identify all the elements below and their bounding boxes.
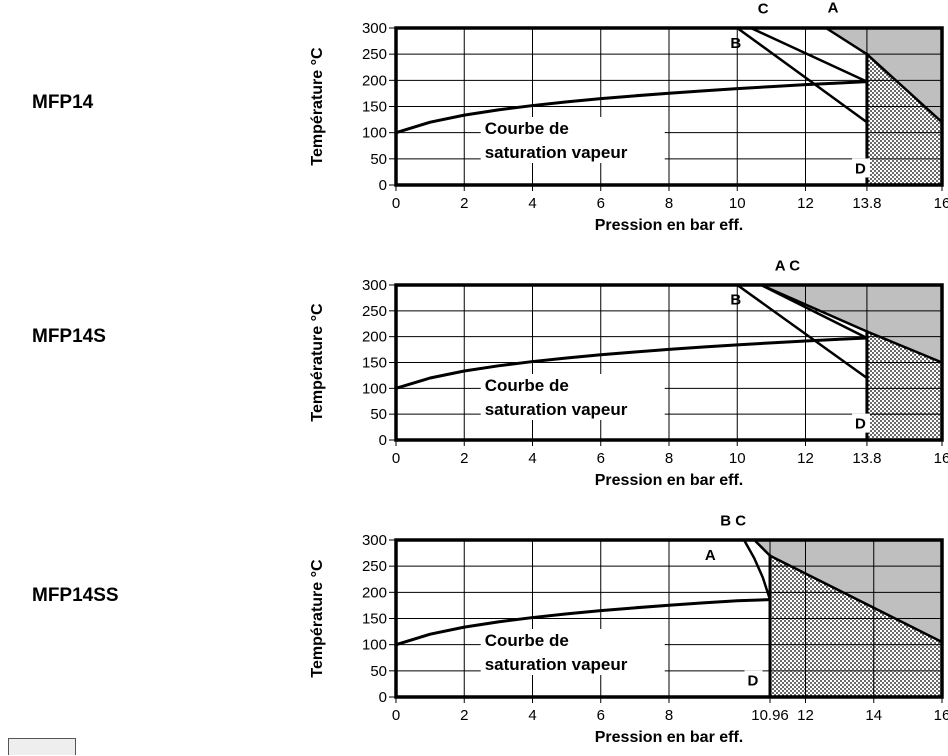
line-label-d: D <box>855 160 866 177</box>
x-tick-label: 8 <box>665 707 673 724</box>
curve-label-background <box>480 117 665 163</box>
line-a <box>742 538 772 601</box>
y-tick-label: 50 <box>370 151 387 168</box>
saturation-curve <box>394 80 869 135</box>
y-tick-label: 100 <box>362 125 387 142</box>
x-tick-label: 12 <box>797 707 814 724</box>
line-label-a: A <box>828 0 839 16</box>
line-c <box>759 283 869 340</box>
y-tick-label: 150 <box>362 99 387 116</box>
dotted-region <box>866 54 942 185</box>
chart-mfp14ss: 0 50 100 150 200 250 300 0 2 4 6 8 10.96 12 14 16 Pressi… <box>309 512 948 746</box>
y-axis-title: Température °C <box>309 559 326 678</box>
y-axis-title: Température °C <box>309 47 326 166</box>
x-axis-title: Pression en bar eff. <box>595 472 744 489</box>
corner-tab <box>8 738 76 755</box>
line-label-d: D <box>747 672 758 689</box>
y-tick-label: 0 <box>379 689 387 706</box>
y-tick-label: 50 <box>370 406 387 423</box>
x-tick-label: 6 <box>597 450 605 467</box>
line-c <box>749 26 869 83</box>
line-b <box>736 283 869 380</box>
chart-mfp14s: 0 50 100 150 200 250 300 0 2 4 6 8 10 12 13.8 16 Pressio… <box>309 258 948 489</box>
chart-mfp14: 0 50 100 150 200 250 300 0 2 4 6 8 10 12 13.8 16 Pressio… <box>309 0 948 234</box>
x-tick-label: 10 <box>729 195 746 212</box>
y-tick-label: 100 <box>362 380 387 397</box>
y-tick-label: 150 <box>362 611 387 628</box>
line-label-b: B <box>730 35 741 52</box>
y-tick-label: 0 <box>379 177 387 194</box>
x-tick-label: 16 <box>934 195 948 212</box>
model-label-mfp14s: MFP14S <box>32 326 106 347</box>
x-tick-label: 10 <box>729 450 746 467</box>
y-axis-title: Température °C <box>309 303 326 422</box>
y-tick-label: 0 <box>379 432 387 449</box>
y-tick-label: 200 <box>362 72 387 89</box>
x-tick-label: 12 <box>797 450 814 467</box>
saturation-curve <box>394 336 869 390</box>
x-tick-label: 10.96 <box>751 707 789 724</box>
x-tick-label: 0 <box>392 707 400 724</box>
curve-label-line2: saturation vapeur <box>485 143 628 162</box>
saturation-curve <box>394 598 772 647</box>
label-d-background <box>851 413 870 433</box>
y-tick-label: 150 <box>362 355 387 372</box>
dotted-region <box>770 555 942 697</box>
x-tick-label: 4 <box>528 450 536 467</box>
y-tick-label: 300 <box>362 277 387 294</box>
y-tick-label: 300 <box>362 532 387 549</box>
y-tick-label: 250 <box>362 46 387 63</box>
line-b <box>736 26 869 124</box>
y-tick-label: 200 <box>362 329 387 346</box>
curve-label-line2: saturation vapeur <box>485 655 628 674</box>
x-tick-label: 13.8 <box>852 450 881 467</box>
y-tick-label: 300 <box>362 20 387 37</box>
line-label-ac: A C <box>775 258 800 275</box>
x-tick-label: 4 <box>528 195 536 212</box>
line-label-c: C <box>758 0 769 17</box>
x-tick-label: 6 <box>597 195 605 212</box>
x-tick-label: 0 <box>392 195 400 212</box>
line-label-d: D <box>855 416 866 433</box>
x-axis-title: Pression en bar eff. <box>595 217 744 234</box>
x-tick-label: 2 <box>460 195 468 212</box>
line-label-a: A <box>705 547 716 564</box>
line-label-bc: B C <box>720 512 746 529</box>
x-tick-label: 4 <box>528 707 536 724</box>
x-axis-title: Pression en bar eff. <box>595 729 744 746</box>
label-d-background <box>744 670 763 690</box>
x-tick-label: 13.8 <box>852 195 881 212</box>
x-tick-label: 14 <box>865 707 882 724</box>
x-tick-label: 6 <box>597 707 605 724</box>
x-tick-label: 8 <box>665 450 673 467</box>
label-d-background <box>851 158 870 178</box>
x-tick-label: 12 <box>797 195 814 212</box>
x-tick-label: 2 <box>460 450 468 467</box>
curve-label-line1: Courbe de <box>485 631 569 650</box>
curve-label-background <box>480 629 665 675</box>
x-tick-label: 16 <box>934 707 948 724</box>
x-tick-label: 0 <box>392 450 400 467</box>
no-go-region <box>825 28 942 123</box>
y-tick-label: 250 <box>362 303 387 320</box>
x-tick-label: 2 <box>460 707 468 724</box>
line-b <box>753 538 772 557</box>
curve-label-background <box>480 374 665 420</box>
curve-label-line2: saturation vapeur <box>485 400 628 419</box>
line-label-b: B <box>730 292 741 309</box>
no-go-region <box>754 540 942 643</box>
y-tick-label: 200 <box>362 584 387 601</box>
dotted-region <box>866 331 942 440</box>
line-c <box>768 554 944 644</box>
x-tick-label: 8 <box>665 195 673 212</box>
x-tick-label: 16 <box>934 450 948 467</box>
y-tick-label: 50 <box>370 663 387 680</box>
curve-label-line1: Courbe de <box>485 119 569 138</box>
model-label-mfp14ss: MFP14SS <box>32 585 119 606</box>
curve-label-line1: Courbe de <box>485 376 569 395</box>
y-tick-label: 100 <box>362 637 387 654</box>
model-label-mfp14: MFP14 <box>32 92 94 113</box>
y-tick-label: 250 <box>362 558 387 575</box>
